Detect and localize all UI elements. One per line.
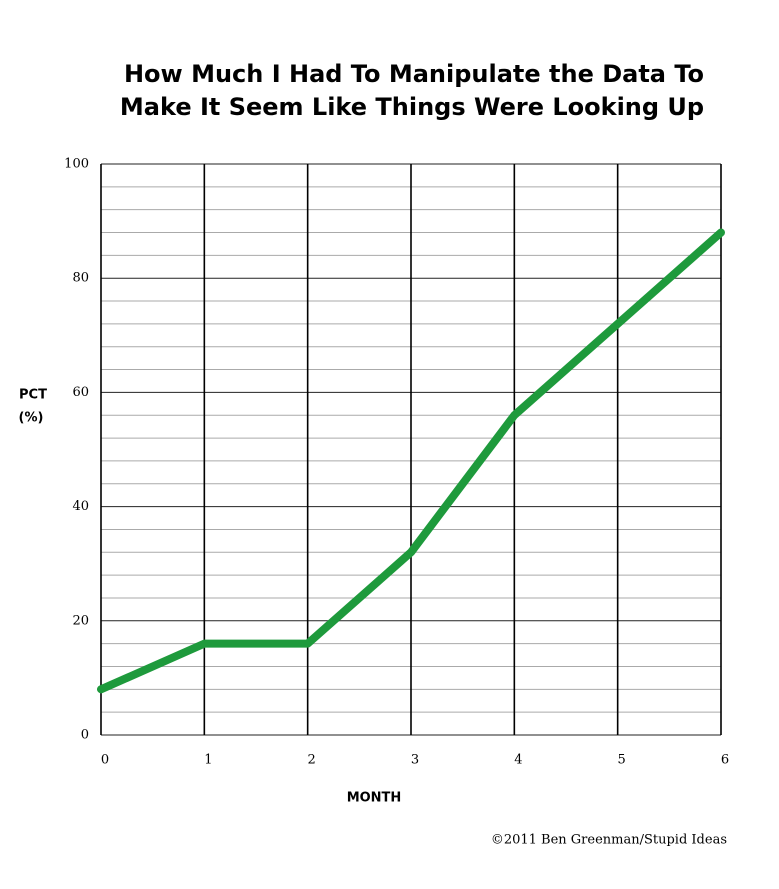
chart-title: Make It Seem Like Things Were Looking Up [120, 93, 704, 121]
y-tick-label: 0 [81, 728, 89, 743]
x-tick-label: 2 [308, 753, 316, 768]
y-tick-label: 40 [72, 499, 89, 514]
x-tick-label: 6 [721, 753, 729, 768]
line [97, 228, 725, 694]
y-tick-label: 100 [64, 157, 89, 172]
chart-title: How Much I Had To Manipulate the Data To [124, 60, 704, 88]
y-axis-label: PCT [19, 388, 47, 403]
x-axis-label: MONTH [347, 791, 402, 806]
x-tick-label: 3 [411, 753, 419, 768]
x-tick-label: 1 [204, 753, 212, 768]
y-axis-label: (%) [19, 411, 44, 426]
y-tick-label: 60 [72, 385, 89, 400]
x-tick-label: 0 [101, 753, 109, 768]
x-tick-label: 5 [618, 753, 626, 768]
y-tick-label: 80 [72, 271, 89, 286]
y-tick-label: 20 [72, 613, 89, 628]
credit: ©2011 Ben Greenman/Stupid Ideas [491, 833, 727, 848]
x-tick-label: 4 [514, 753, 522, 768]
